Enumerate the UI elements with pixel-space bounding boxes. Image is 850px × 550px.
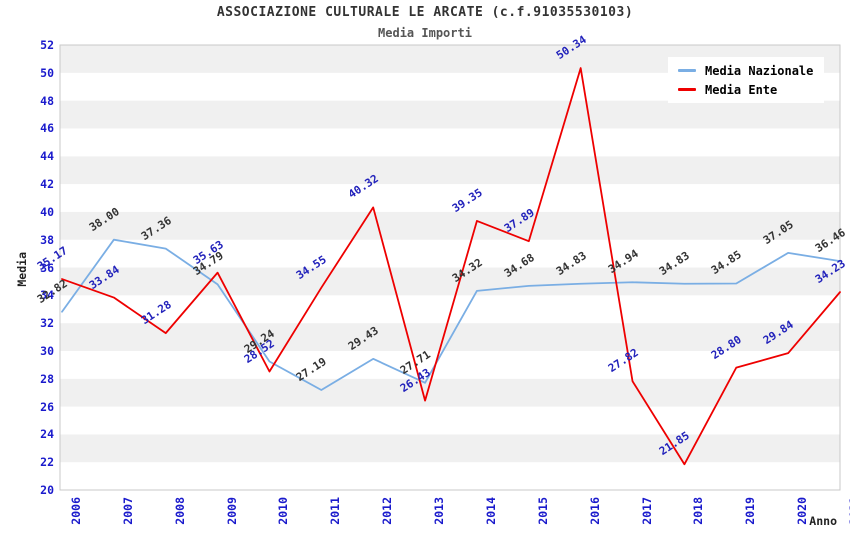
plot-band xyxy=(60,267,840,296)
y-tick-label: 26 xyxy=(40,399,54,414)
x-axis-title: Anno xyxy=(809,514,837,528)
x-tick-label: 2006 xyxy=(69,497,83,525)
x-tick-label: 2012 xyxy=(380,497,395,525)
legend-item-media-nazionale: Media Nazionale xyxy=(678,61,824,80)
x-tick-label: 2013 xyxy=(432,497,447,525)
x-tick-label: 2011 xyxy=(328,497,343,525)
y-tick-label: 30 xyxy=(40,343,54,358)
y-tick-label: 22 xyxy=(40,455,54,470)
y-tick-label: 38 xyxy=(40,232,54,247)
y-tick-label: 32 xyxy=(40,316,54,331)
x-tick-label: 2010 xyxy=(276,497,291,525)
plot-band xyxy=(60,434,840,463)
legend-swatch-ente-icon xyxy=(678,88,696,91)
plot-band xyxy=(60,239,840,268)
y-tick-label: 20 xyxy=(40,483,54,497)
chart-subtitle: Media Importi xyxy=(378,26,472,40)
y-axis-title: Media xyxy=(15,252,29,287)
plot-band xyxy=(60,184,840,212)
plot-band xyxy=(60,378,840,407)
plot-band xyxy=(60,406,840,435)
y-tick-label: 42 xyxy=(40,177,54,192)
x-tick-label: 2007 xyxy=(120,497,135,525)
x-tick-label: 2019 xyxy=(743,497,758,525)
y-tick-label: 44 xyxy=(40,149,54,164)
plot-band xyxy=(60,462,840,490)
plot-band xyxy=(60,100,840,129)
legend-item-media-ente: Media Ente xyxy=(678,80,824,99)
x-tick-label: 2018 xyxy=(691,497,706,525)
plot-band xyxy=(60,211,840,240)
chart-title: ASSOCIAZIONE CULTURALE LE ARCATE (c.f.91… xyxy=(216,5,634,20)
y-tick-label: 52 xyxy=(40,38,54,52)
legend-swatch-nazionale-icon xyxy=(678,69,696,72)
y-tick-label: 46 xyxy=(40,121,54,136)
plot-band xyxy=(60,128,840,157)
series-line-ente xyxy=(61,67,841,466)
x-tick-label: 2016 xyxy=(587,497,602,525)
legend-label: Media Ente xyxy=(705,82,778,97)
x-tick-label: 2008 xyxy=(172,497,187,525)
plot-band xyxy=(60,156,840,185)
x-tick-label: 2020 xyxy=(795,497,810,525)
plot-band xyxy=(60,350,840,379)
y-tick-label: 24 xyxy=(40,427,54,442)
x-tick-label: 2015 xyxy=(535,497,550,525)
y-tick-label: 36 xyxy=(40,260,54,275)
plot-band xyxy=(60,295,840,324)
x-tick-label: 2017 xyxy=(639,497,654,525)
y-tick-label: 28 xyxy=(40,371,54,386)
legend-label: Media Nazionale xyxy=(705,63,814,78)
x-tick-label: 2014 xyxy=(483,497,498,525)
x-tick-label: 2009 xyxy=(224,497,239,525)
y-tick-label: 34 xyxy=(40,288,54,303)
legend: Media Nazionale Media Ente xyxy=(668,57,824,103)
series-line-nazionale xyxy=(61,238,841,391)
plot-border xyxy=(59,44,841,491)
y-tick-label: 48 xyxy=(40,93,54,108)
y-tick-label: 50 xyxy=(40,65,54,80)
y-tick-label: 40 xyxy=(40,204,54,219)
